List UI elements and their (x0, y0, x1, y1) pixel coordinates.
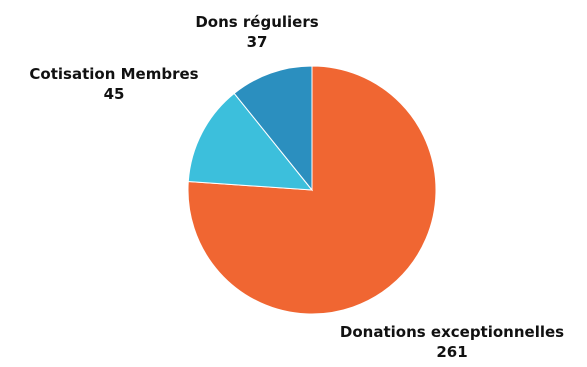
pie-slice-cotisation-membres (187, 92, 314, 191)
slice-label-value: 37 (247, 33, 268, 51)
slice-label-value: 261 (436, 343, 467, 361)
slice-label-name: Dons réguliers (195, 13, 318, 31)
labels-layer: Donations exceptionnelles 261 Cotisation M… (29, 13, 564, 361)
slice-label-name: Cotisation Membres (29, 65, 198, 83)
pie-slice-donations-exceptionnelles (187, 65, 437, 315)
pie-slice-dons-r-guliers (233, 65, 313, 192)
slice-label-value: 45 (104, 85, 125, 103)
slices-layer (187, 65, 437, 315)
slice-label-name: Donations exceptionnelles (340, 323, 564, 341)
